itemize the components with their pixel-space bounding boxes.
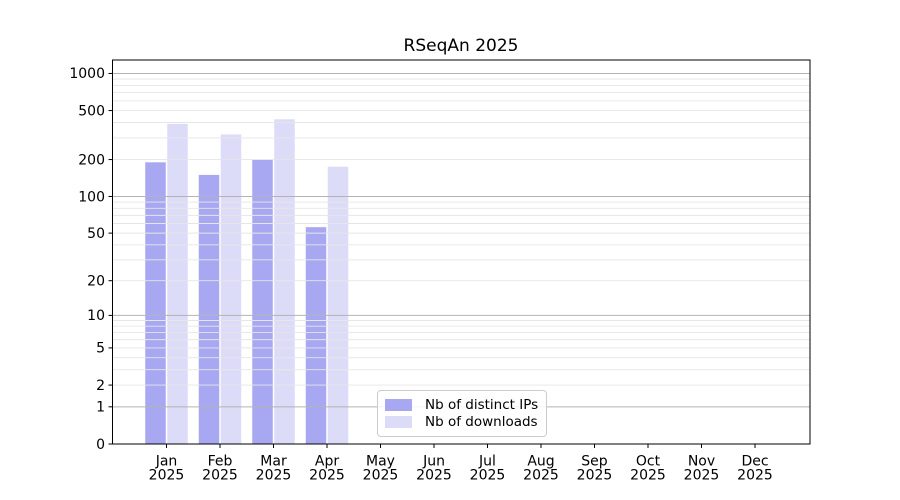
bar-downloads (274, 119, 295, 444)
y-tick-label: 2 (96, 378, 105, 394)
y-tick-label: 10 (87, 308, 105, 324)
x-tick-year-label: 2025 (202, 468, 238, 484)
x-tick-year-label: 2025 (577, 468, 613, 484)
x-tick-month-label: May (366, 454, 395, 470)
legend-label-distinct-ips: Nb of distinct IPs (425, 397, 539, 413)
x-tick-year-label: 2025 (149, 468, 185, 484)
legend-swatch-downloads (385, 416, 412, 428)
bar-distinct-ips (198, 174, 220, 444)
plot-border (112, 59, 811, 445)
y-tick-label: 500 (78, 103, 105, 119)
x-tick-year-label: 2025 (523, 468, 559, 484)
bar-downloads (327, 166, 349, 444)
legend-swatch-distinct-ips (385, 399, 412, 411)
legend-item-distinct-ips: Nb of distinct IPs (385, 397, 540, 413)
x-tick-month-label: Mar (260, 454, 287, 470)
y-tick-label: 5 (96, 341, 105, 357)
x-tick-year-label: 2025 (470, 468, 506, 484)
chart-title: RSeqAn 2025 (403, 36, 519, 56)
bar-distinct-ips (252, 159, 273, 444)
bar-downloads (220, 134, 242, 444)
x-tick-month-label: Feb (208, 454, 233, 470)
legend-label-downloads: Nb of downloads (425, 414, 538, 430)
x-tick-year-label: 2025 (684, 468, 720, 484)
legend: Nb of distinct IPs Nb of downloads (377, 390, 547, 437)
y-tick-label: 1 (96, 400, 105, 416)
x-tick-year-label: 2025 (363, 468, 399, 484)
x-tick-year-label: 2025 (416, 468, 452, 484)
y-tick-label: 200 (78, 152, 105, 168)
x-tick-year-label: 2025 (630, 468, 666, 484)
y-tick-label: 1000 (69, 66, 105, 82)
x-tick-month-label: Oct (636, 454, 661, 470)
legend-item-downloads: Nb of downloads (385, 414, 540, 430)
bar-downloads (167, 123, 188, 444)
x-tick-month-label: Dec (741, 454, 768, 470)
x-tick-month-label: Nov (688, 454, 715, 470)
y-tick-label: 100 (78, 189, 105, 205)
bar-distinct-ips (305, 227, 327, 444)
y-tick-label: 50 (87, 226, 105, 242)
x-tick-month-label: Sep (581, 454, 608, 470)
x-tick-year-label: 2025 (737, 468, 773, 484)
x-tick-month-label: Jan (155, 454, 178, 470)
x-tick-month-label: Aug (527, 454, 554, 470)
x-tick-year-label: 2025 (256, 468, 292, 484)
x-tick-month-label: Apr (315, 454, 339, 470)
x-tick-year-label: 2025 (309, 468, 345, 484)
y-tick-label: 0 (96, 437, 105, 453)
bar-distinct-ips (145, 162, 166, 445)
y-tick-label: 20 (87, 274, 105, 290)
x-tick-month-label: Jun (422, 454, 445, 470)
x-tick-month-label: Jul (478, 454, 496, 470)
